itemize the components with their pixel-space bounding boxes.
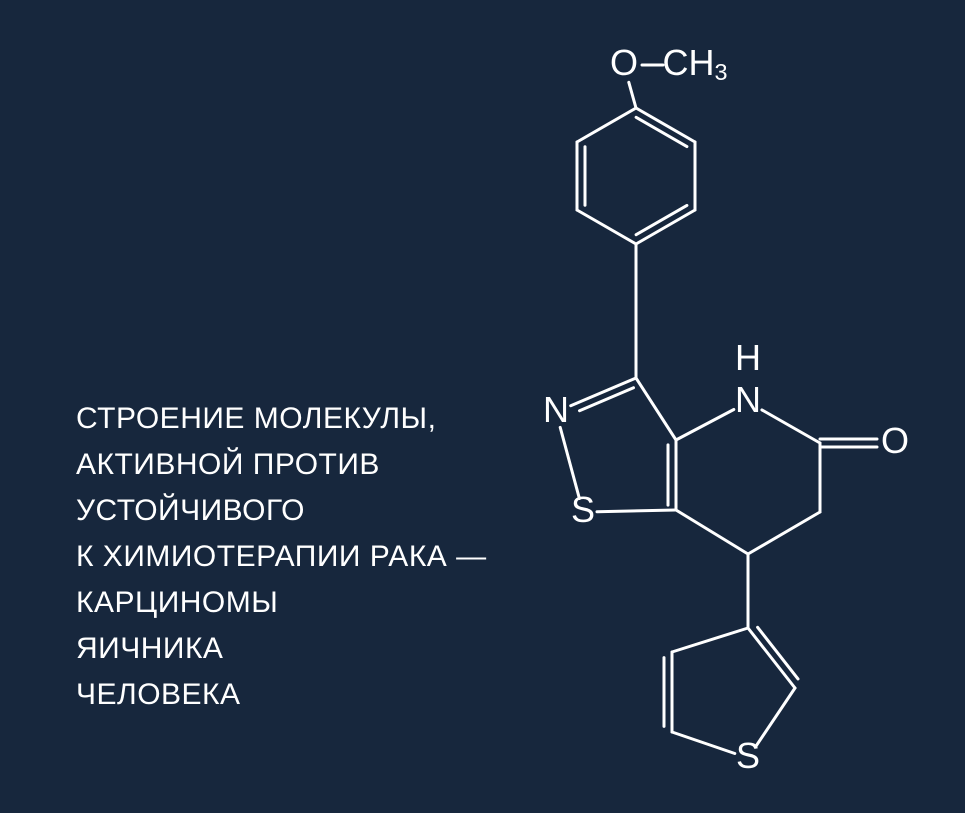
atom-label-H_nh: H	[735, 337, 761, 378]
atom-label-O_top: O	[610, 42, 638, 83]
atom-label-S_thio: S	[736, 735, 760, 776]
atom-label-CH3: CH3	[662, 42, 727, 86]
atom-label-O_keto: O	[881, 420, 909, 461]
atom-label-S_thia: S	[571, 489, 595, 530]
atom-label-N_iso: N	[543, 389, 569, 430]
atom-label-N_nh: N	[735, 379, 761, 420]
molecule-diagram: OCH3NSHNOS	[0, 0, 965, 813]
